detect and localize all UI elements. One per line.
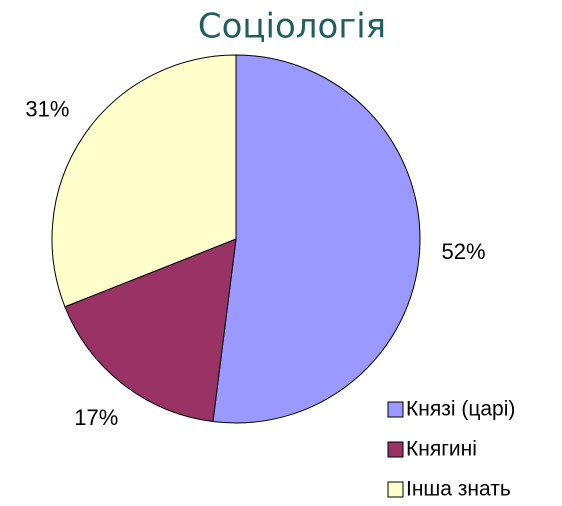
pie-slice <box>51 54 237 308</box>
pie-slice <box>212 54 421 424</box>
legend-label: Інша знать <box>406 478 511 501</box>
legend-label: Княгині <box>406 438 477 461</box>
chart-title: Соціологія <box>198 7 386 47</box>
data-label: 52% <box>442 239 486 264</box>
legend-swatch <box>387 401 404 418</box>
data-label: 17% <box>74 405 118 430</box>
data-label: 31% <box>25 97 69 122</box>
pie-slice <box>64 238 237 423</box>
legend-swatch <box>387 441 404 458</box>
legend-swatch <box>387 481 404 498</box>
legend-label: Князі (царі) <box>406 398 515 421</box>
